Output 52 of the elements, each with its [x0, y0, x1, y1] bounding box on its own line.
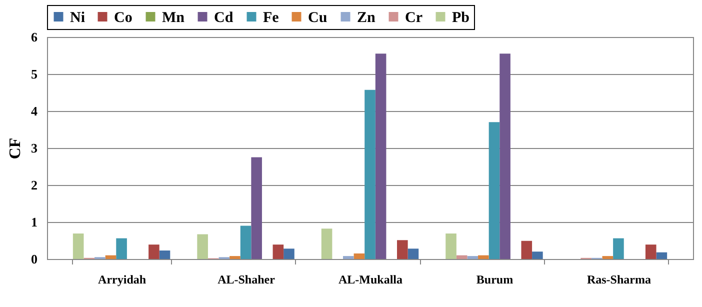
bar — [116, 238, 127, 259]
y-tick-label: 2 — [31, 178, 38, 192]
bar — [500, 54, 510, 259]
bar — [602, 256, 614, 259]
bar — [197, 234, 208, 259]
x-tick-label: Burum — [476, 272, 514, 286]
bar — [488, 122, 500, 259]
bar — [467, 256, 478, 259]
legend-label: Mn — [162, 10, 186, 26]
y-tick-label: 0 — [31, 252, 38, 266]
bar — [354, 253, 365, 259]
y-tick-label: 6 — [31, 30, 38, 44]
y-tick-label: 4 — [31, 104, 38, 118]
bar — [159, 250, 170, 259]
legend-label: Cr — [405, 10, 423, 26]
bar — [375, 54, 386, 259]
bar — [397, 240, 408, 259]
bar — [521, 240, 532, 259]
bar — [272, 244, 284, 259]
bar — [321, 228, 332, 259]
legend-label: Pb — [452, 10, 470, 26]
x-tick-label: Ras-Sharma — [586, 272, 651, 286]
legend-label: Zn — [357, 10, 376, 26]
bar — [478, 255, 489, 259]
bar — [240, 226, 252, 259]
bar — [364, 90, 376, 259]
bar — [645, 244, 656, 259]
legend-label: Fe — [263, 10, 280, 26]
bar — [284, 248, 294, 259]
bar — [613, 238, 624, 259]
bar — [656, 252, 668, 259]
y-tick-label: 3 — [31, 140, 38, 156]
bar — [230, 256, 240, 259]
y-tick-label: 1 — [31, 214, 38, 230]
bar — [456, 255, 468, 259]
y-tick-label: 5 — [31, 66, 38, 82]
bar — [408, 248, 419, 259]
bar — [148, 244, 160, 259]
x-tick-label: AL-Shaher — [218, 272, 276, 286]
bar — [446, 233, 456, 259]
bar — [342, 256, 354, 259]
x-tick-label: AL-Mukalla — [338, 272, 403, 286]
legend-label: Ni — [70, 10, 85, 26]
legend-label: Cd — [214, 10, 234, 26]
bar — [532, 252, 543, 259]
legend-label: Co — [114, 10, 132, 26]
y-axis-title: CF — [7, 138, 24, 160]
bar — [105, 255, 116, 259]
bar — [72, 233, 84, 259]
bar — [251, 157, 262, 259]
x-tick-label: Arryidah — [98, 272, 146, 286]
legend-label: Cu — [308, 10, 328, 26]
